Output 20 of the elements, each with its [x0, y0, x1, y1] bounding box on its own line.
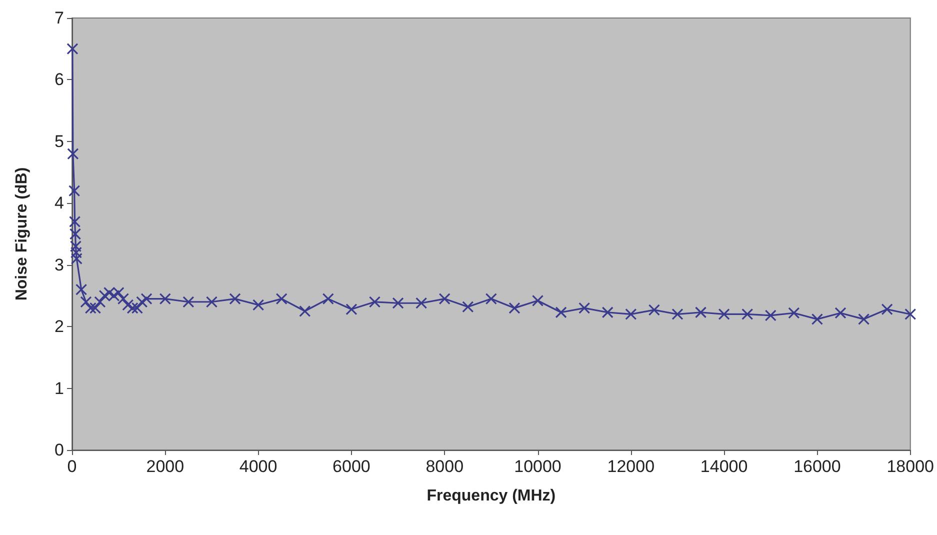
x-tick-label: 16000	[794, 457, 841, 476]
x-tick-label: 14000	[700, 457, 748, 476]
x-tick-label: 8000	[426, 457, 464, 476]
x-tick-label: 18000	[886, 457, 934, 476]
y-tick-label: 5	[54, 132, 64, 151]
x-tick-label: 4000	[239, 457, 278, 476]
y-tick-label: 1	[54, 378, 64, 398]
x-tick-label: 12000	[607, 457, 655, 476]
x-tick-label: 0	[67, 457, 77, 476]
y-tick-label: 0	[54, 440, 64, 460]
y-axis-title: Noise Figure (dB)	[14, 167, 30, 301]
y-tick-label: 3	[54, 255, 64, 274]
y-tick-label: 6	[54, 70, 64, 90]
x-tick-label: 2000	[146, 457, 184, 476]
y-tick-label: 7	[54, 8, 64, 28]
x-tick-label: 10000	[514, 457, 562, 476]
x-axis-title: Frequency (MHz)	[426, 488, 556, 504]
x-tick-label: 6000	[332, 457, 370, 476]
y-tick-label: 4	[54, 194, 64, 213]
y-tick-label: 2	[54, 317, 64, 336]
